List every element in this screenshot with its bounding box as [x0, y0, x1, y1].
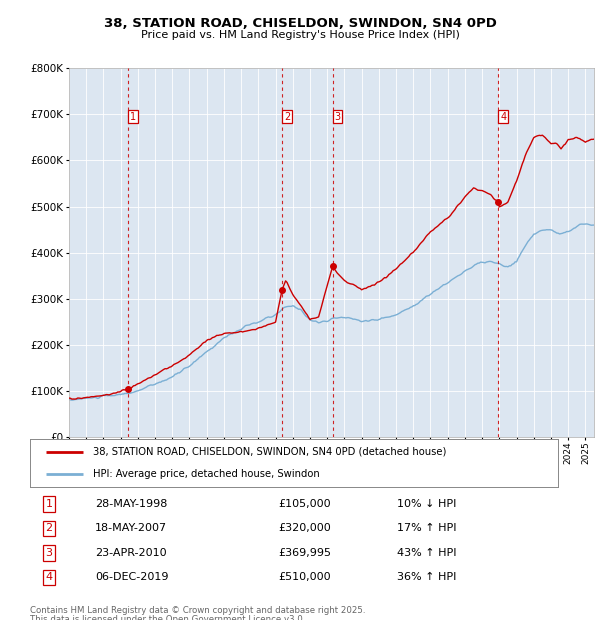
Text: 23-APR-2010: 23-APR-2010 [95, 548, 166, 558]
Text: 06-DEC-2019: 06-DEC-2019 [95, 572, 168, 582]
Text: Price paid vs. HM Land Registry's House Price Index (HPI): Price paid vs. HM Land Registry's House … [140, 30, 460, 40]
Text: 2: 2 [46, 523, 52, 533]
Text: This data is licensed under the Open Government Licence v3.0.: This data is licensed under the Open Gov… [30, 615, 305, 620]
Text: 1: 1 [130, 112, 136, 122]
Text: £369,995: £369,995 [278, 548, 331, 558]
Text: 4: 4 [46, 572, 52, 582]
Text: £320,000: £320,000 [278, 523, 331, 533]
Text: 38, STATION ROAD, CHISELDON, SWINDON, SN4 0PD (detached house): 38, STATION ROAD, CHISELDON, SWINDON, SN… [94, 447, 447, 457]
Text: 38, STATION ROAD, CHISELDON, SWINDON, SN4 0PD: 38, STATION ROAD, CHISELDON, SWINDON, SN… [104, 17, 496, 30]
Text: £105,000: £105,000 [278, 499, 331, 509]
Text: £510,000: £510,000 [278, 572, 331, 582]
Text: 43% ↑ HPI: 43% ↑ HPI [397, 548, 457, 558]
Text: 3: 3 [46, 548, 52, 558]
Text: 10% ↓ HPI: 10% ↓ HPI [397, 499, 457, 509]
Text: 18-MAY-2007: 18-MAY-2007 [95, 523, 167, 533]
Text: 1: 1 [46, 499, 52, 509]
Text: 3: 3 [335, 112, 341, 122]
Text: 4: 4 [500, 112, 506, 122]
Text: 17% ↑ HPI: 17% ↑ HPI [397, 523, 457, 533]
Text: HPI: Average price, detached house, Swindon: HPI: Average price, detached house, Swin… [94, 469, 320, 479]
Text: Contains HM Land Registry data © Crown copyright and database right 2025.: Contains HM Land Registry data © Crown c… [30, 606, 365, 616]
Text: 36% ↑ HPI: 36% ↑ HPI [397, 572, 457, 582]
Text: 28-MAY-1998: 28-MAY-1998 [95, 499, 167, 509]
Text: 2: 2 [284, 112, 290, 122]
